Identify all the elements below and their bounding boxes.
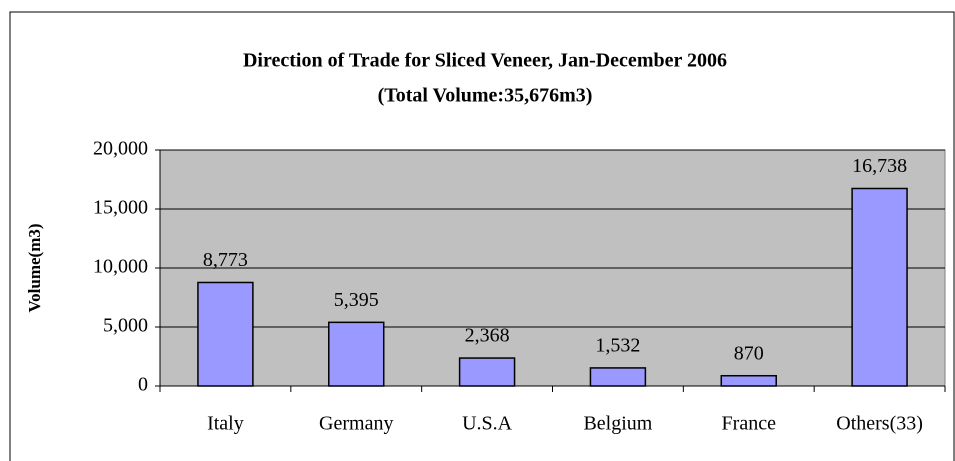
x-tick-label: Italy [207,413,244,435]
chart-title: Direction of Trade for Sliced Veneer, Ja… [243,50,727,72]
bar [851,187,908,387]
value-label: 5,395 [334,289,379,311]
value-label: 16,738 [852,155,907,177]
value-label: 870 [734,342,764,364]
value-label: 8,773 [203,249,248,271]
y-axis-label: Volume(m3) [25,223,44,312]
y-tick-label: 0 [138,374,148,396]
bar [589,367,647,387]
x-tick-label: Germany [319,413,393,435]
x-tick-label: Others(33) [836,413,923,435]
y-tick-label: 20,000 [93,138,148,160]
y-tick-label: 5,000 [103,315,148,337]
bar [197,281,254,387]
y-tick-label: 10,000 [93,256,148,278]
bar [328,321,385,387]
bar [458,357,516,387]
value-label: 1,532 [595,335,640,357]
bar [720,374,777,387]
x-tick-label: U.S.A [462,413,513,435]
x-tick-label: Belgium [583,413,652,435]
value-label: 2,368 [465,325,510,347]
y-tick-label: 15,000 [93,197,148,219]
chart-subtitle: (Total Volume:35,676m3) [378,85,593,107]
x-tick-label: France [722,413,777,435]
